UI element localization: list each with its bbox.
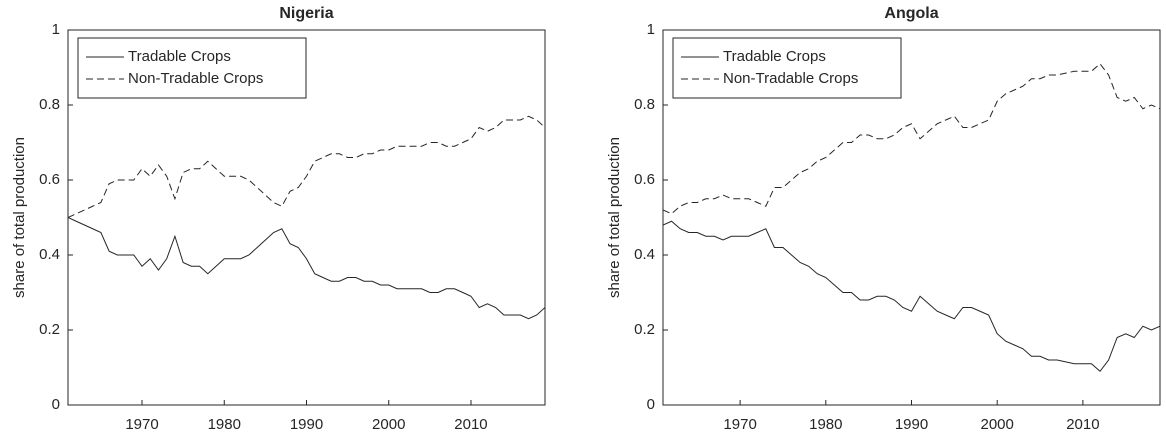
y-tick-label: 0.4 [39, 246, 60, 263]
legend-label: Tradable Crops [128, 48, 231, 65]
axes-box [662, 29, 1161, 406]
y-axis-label: share of total production [606, 137, 623, 298]
y-tick-label: 1 [52, 21, 60, 38]
y-tick-label: 0.8 [634, 96, 655, 113]
axes-box [67, 29, 546, 406]
x-tick-label: 1990 [290, 416, 323, 433]
legend-box [77, 37, 307, 99]
x-tick-label: 1980 [208, 416, 241, 433]
x-tick-label: 2010 [454, 416, 487, 433]
y-tick-label: 1 [647, 21, 655, 38]
x-tick-label: 1990 [895, 416, 928, 433]
x-tick-label: 1970 [125, 416, 158, 433]
y-tick-label: 0.2 [634, 321, 655, 338]
x-tick-label: 2010 [1066, 416, 1099, 433]
data-line [68, 115, 545, 218]
y-tick-label: 0.2 [39, 321, 60, 338]
y-tick-label: 0.8 [39, 96, 60, 113]
legend-box [672, 37, 902, 99]
x-tick-label: 1970 [723, 416, 756, 433]
data-line [663, 63, 1160, 215]
y-axis-label: share of total production [11, 137, 28, 298]
legend-label: Non-Tradable Crops [128, 70, 263, 87]
y-tick-label: 0 [52, 396, 60, 413]
y-tick-label: 0 [647, 396, 655, 413]
data-line [68, 217, 545, 320]
x-tick-label: 1980 [809, 416, 842, 433]
x-tick-label: 2000 [981, 416, 1014, 433]
y-tick-label: 0.6 [634, 171, 655, 188]
legend-label: Non-Tradable Crops [723, 70, 858, 87]
data-line [663, 220, 1160, 372]
legend-label: Tradable Crops [723, 48, 826, 65]
chart-title: Angola [884, 5, 938, 22]
y-tick-label: 0.4 [634, 246, 655, 263]
x-tick-label: 2000 [372, 416, 405, 433]
chart-title: Nigeria [279, 5, 333, 22]
y-tick-label: 0.6 [39, 171, 60, 188]
